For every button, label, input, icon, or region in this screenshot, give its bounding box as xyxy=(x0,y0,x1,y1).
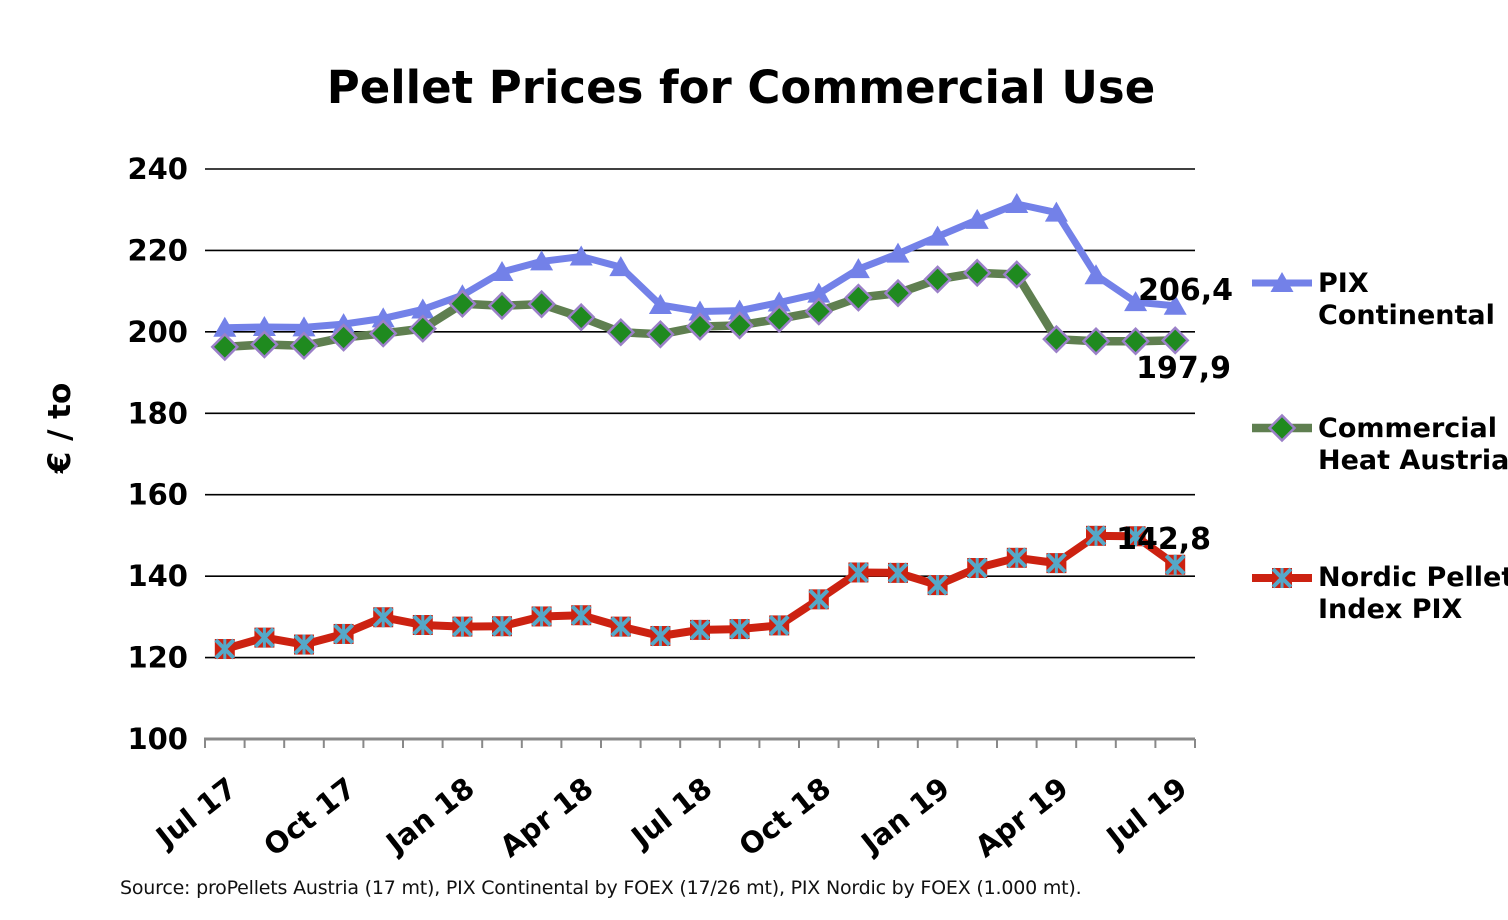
y-tick-label: 180 xyxy=(127,396,188,430)
data-point-diamond xyxy=(883,278,913,308)
data-point-diamond xyxy=(1002,260,1032,289)
legend-label: PIX xyxy=(1318,268,1369,299)
y-tick-label: 100 xyxy=(127,722,188,756)
data-point-diamond xyxy=(1160,326,1190,355)
x-tick-label: Oct 18 xyxy=(733,771,838,863)
pix-continental-legend-marker-icon xyxy=(1252,272,1312,292)
series-commercial-heat-austria xyxy=(210,258,1190,362)
chart-title: Pellet Prices for Commercial Use xyxy=(327,61,1155,114)
x-tick-label: Jul 18 xyxy=(623,771,718,856)
end-label-commercial-heat: 197,9 xyxy=(1136,351,1231,386)
x-tick-label: Jul 19 xyxy=(1099,771,1194,856)
legend-label: Continental xyxy=(1318,300,1495,331)
y-tick-label: 120 xyxy=(127,641,188,675)
y-tick-label: 140 xyxy=(127,559,188,593)
y-axis-title: € / to xyxy=(42,383,78,475)
data-point-diamond xyxy=(844,283,873,312)
data-point-triangle xyxy=(213,316,237,337)
data-point-diamond xyxy=(962,258,992,288)
data-point-triangle xyxy=(371,307,395,328)
data-point-diamond xyxy=(210,332,240,362)
end-label-pix-continental: 206,4 xyxy=(1138,273,1233,308)
data-point-triangle xyxy=(886,242,910,263)
data-point-diamond xyxy=(606,317,636,347)
legend-item-commercial-heat: Commercial Heat Austria xyxy=(1252,413,1508,476)
data-point-diamond xyxy=(329,323,358,352)
data-point-triangle xyxy=(332,313,356,334)
data-point-diamond xyxy=(448,289,477,319)
y-tick-label: 220 xyxy=(127,233,188,267)
data-point-triangle xyxy=(490,261,514,282)
end-label-nordic-pix: 142,8 xyxy=(1116,522,1211,557)
data-point-triangle xyxy=(728,299,752,320)
data-point-triangle xyxy=(1084,264,1108,285)
data-point-diamond xyxy=(368,319,398,348)
data-point-triangle xyxy=(846,258,870,279)
plot-series xyxy=(210,193,1190,660)
data-point-triangle xyxy=(1005,193,1029,214)
commercial-heat-legend-marker-icon xyxy=(1252,413,1312,443)
y-tick-label: 160 xyxy=(127,478,188,512)
data-point-triangle xyxy=(530,250,554,271)
data-point-triangle xyxy=(1270,272,1294,292)
data-point-triangle xyxy=(926,225,950,246)
x-tick-label: Apr 19 xyxy=(969,771,1075,864)
data-point-triangle xyxy=(292,316,316,337)
data-point-diamond xyxy=(646,320,675,349)
data-point-triangle xyxy=(609,256,633,277)
gridlines xyxy=(205,168,1195,659)
data-point-diamond xyxy=(923,265,952,294)
data-point-diamond xyxy=(566,302,596,332)
data-point-triangle xyxy=(965,208,989,229)
nordic-pix-legend-marker-icon xyxy=(1252,567,1312,589)
legend-item-nordic-pix: Nordic Pellet Index PIX xyxy=(1252,562,1508,625)
legend-label: Commercial xyxy=(1318,413,1497,444)
data-point-diamond xyxy=(685,312,715,341)
x-tick-label: Oct 17 xyxy=(257,771,362,863)
data-point-triangle xyxy=(411,298,435,319)
data-point-diamond xyxy=(725,311,754,340)
x-tick-label: Jan 19 xyxy=(853,771,955,861)
y-tick-label: 200 xyxy=(127,315,188,349)
y-axis-labels: 100 120 140 160 180 200 220 240 xyxy=(127,152,188,756)
x-axis xyxy=(204,737,1196,748)
data-point-triangle xyxy=(1044,201,1068,222)
x-tick-label: Jul 17 xyxy=(148,771,243,856)
data-point-triangle xyxy=(767,291,791,312)
data-point-diamond xyxy=(1042,324,1071,354)
data-point-diamond xyxy=(764,304,794,334)
data-point-diamond xyxy=(1081,326,1111,356)
source-note: Source: proPellets Austria (17 mt), PIX … xyxy=(120,877,1081,899)
data-point-triangle xyxy=(1124,291,1148,312)
data-end-labels: 206,4 197,9 142,8 xyxy=(1116,273,1233,557)
legend-label: Nordic Pellet xyxy=(1318,562,1508,593)
data-point-diamond xyxy=(1121,326,1150,356)
data-point-diamond xyxy=(527,289,556,319)
data-point-diamond xyxy=(408,314,438,343)
x-axis-labels: Jul 17 Oct 17 Jan 18 Apr 18 Jul 18 Oct 18 Jan … xyxy=(148,771,1193,864)
data-point-triangle xyxy=(1163,294,1187,315)
data-point-triangle xyxy=(688,300,712,321)
legend-label: Index PIX xyxy=(1318,594,1463,625)
x-tick-label: Jan 18 xyxy=(378,771,480,861)
legend-item-pix-continental: PIX Continental xyxy=(1252,268,1495,331)
series-nordic-pellet-index-pix xyxy=(214,525,1186,660)
series-pix-continental xyxy=(213,193,1187,337)
data-point-diamond xyxy=(250,330,279,359)
data-point-diamond xyxy=(804,297,834,326)
data-point-diamond xyxy=(487,291,517,321)
legend-label: Heat Austria xyxy=(1318,445,1508,476)
x-tick-label: Apr 18 xyxy=(493,771,599,864)
data-point-diamond xyxy=(289,331,319,360)
data-point-triangle xyxy=(569,245,593,266)
data-point-triangle xyxy=(252,315,276,336)
data-point-triangle xyxy=(807,282,831,303)
data-point-diamond xyxy=(1267,413,1297,443)
data-point-triangle xyxy=(648,293,672,314)
y-tick-label: 240 xyxy=(127,152,188,186)
legend: PIX Continental Commercial Heat Austria … xyxy=(1252,268,1508,625)
